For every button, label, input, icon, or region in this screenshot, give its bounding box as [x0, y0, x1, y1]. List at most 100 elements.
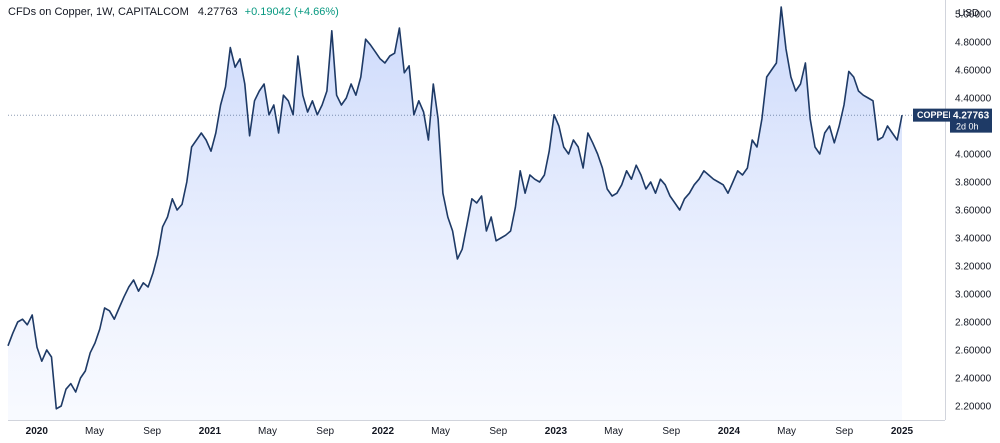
price-point: [611, 195, 614, 198]
price-point: [490, 216, 493, 219]
price-point: [427, 139, 430, 142]
last-value: 4.27763: [197, 6, 238, 18]
price-point: [731, 181, 734, 184]
time-tick-label: May: [431, 426, 450, 437]
price-tick-label: 2.40000: [955, 374, 992, 385]
price-point: [712, 178, 715, 181]
price-point: [142, 281, 145, 284]
price-point: [823, 132, 826, 135]
price-point: [296, 55, 299, 58]
price-point: [123, 295, 126, 298]
price-point: [388, 55, 391, 58]
price-point: [698, 178, 701, 181]
time-axis[interactable]: 2020 May Sep 2021 May Sep 2022 May Sep 2023 May Sep…: [26, 426, 914, 437]
price-point: [553, 113, 556, 116]
price-point: [586, 132, 589, 135]
price-point: [166, 216, 169, 219]
price-tick-label: 3.80000: [955, 178, 992, 189]
currency-label[interactable]: USD: [958, 8, 979, 19]
badge-price-box: [950, 108, 992, 133]
price-point: [224, 85, 227, 88]
price-point: [330, 29, 333, 32]
price-point: [26, 323, 29, 326]
time-tick-label: Sep: [143, 426, 161, 437]
price-point: [432, 83, 435, 86]
price-point: [74, 391, 77, 394]
time-tick-label: 2025: [891, 426, 914, 437]
price-tick-label: 4.40000: [955, 94, 992, 105]
price-point: [108, 309, 111, 312]
price-point: [620, 183, 623, 186]
price-point: [65, 388, 68, 391]
price-point: [147, 286, 150, 289]
price-point: [253, 99, 256, 102]
price-point: [794, 90, 797, 93]
price-point: [896, 139, 899, 142]
last-price-badge: COPPER 4.27763 2d 0h: [913, 108, 992, 133]
price-point: [200, 132, 203, 135]
price-point: [640, 174, 643, 177]
time-tick-label: Sep: [489, 426, 507, 437]
price-point: [644, 188, 647, 191]
price-point: [562, 146, 565, 149]
price-point: [461, 248, 464, 251]
price-change: +0.19042 (+4.66%): [244, 6, 339, 18]
price-point: [630, 178, 633, 181]
price-point: [306, 111, 309, 114]
price-point: [369, 43, 372, 46]
price-axis[interactable]: 5.000004.800004.600004.400004.200004.000…: [955, 10, 992, 413]
price-point: [765, 76, 768, 79]
price-point: [350, 83, 353, 86]
price-point: [195, 139, 198, 142]
price-line: [7, 6, 903, 410]
price-point: [789, 76, 792, 79]
price-point: [635, 164, 638, 167]
price-point: [219, 104, 222, 107]
price-point: [872, 99, 875, 102]
chart-title: CFDs on Copper, 1W, CAPITALCOM: [8, 6, 189, 18]
price-point: [543, 174, 546, 177]
price-point: [127, 286, 130, 289]
price-point: [45, 349, 48, 352]
price-point: [480, 195, 483, 198]
price-point: [596, 153, 599, 156]
badge-symbol: COPPER: [917, 110, 956, 120]
price-point: [364, 38, 367, 41]
price-point: [751, 139, 754, 142]
price-point: [615, 192, 618, 195]
price-point: [524, 192, 527, 195]
price-point: [838, 125, 841, 128]
price-point: [659, 178, 662, 181]
price-point: [509, 230, 512, 233]
price-point: [649, 181, 652, 184]
price-point: [451, 230, 454, 233]
price-point: [268, 113, 271, 116]
price-point: [475, 202, 478, 205]
price-point: [185, 181, 188, 184]
price-area-fill: [8, 7, 902, 420]
price-point: [441, 192, 444, 195]
price-point: [867, 97, 870, 100]
price-point: [533, 178, 536, 181]
price-point: [36, 346, 39, 349]
price-point: [876, 139, 879, 142]
price-point: [437, 118, 440, 121]
price-point: [683, 197, 686, 200]
price-point: [205, 139, 208, 142]
badge-symbol-box: [913, 108, 950, 122]
price-point: [809, 118, 812, 121]
price-tick-label: 2.80000: [955, 318, 992, 329]
time-tick-label: 2020: [26, 426, 49, 437]
price-point: [673, 202, 676, 205]
price-point: [495, 239, 498, 242]
price-point: [466, 223, 469, 226]
price-point: [828, 125, 831, 128]
price-point: [664, 183, 667, 186]
price-point: [625, 169, 628, 172]
badge-price: 4.27763: [953, 111, 990, 122]
price-point: [601, 167, 604, 170]
price-point: [582, 167, 585, 170]
price-point: [321, 104, 324, 107]
price-tick-label: 5.00000: [955, 10, 992, 21]
